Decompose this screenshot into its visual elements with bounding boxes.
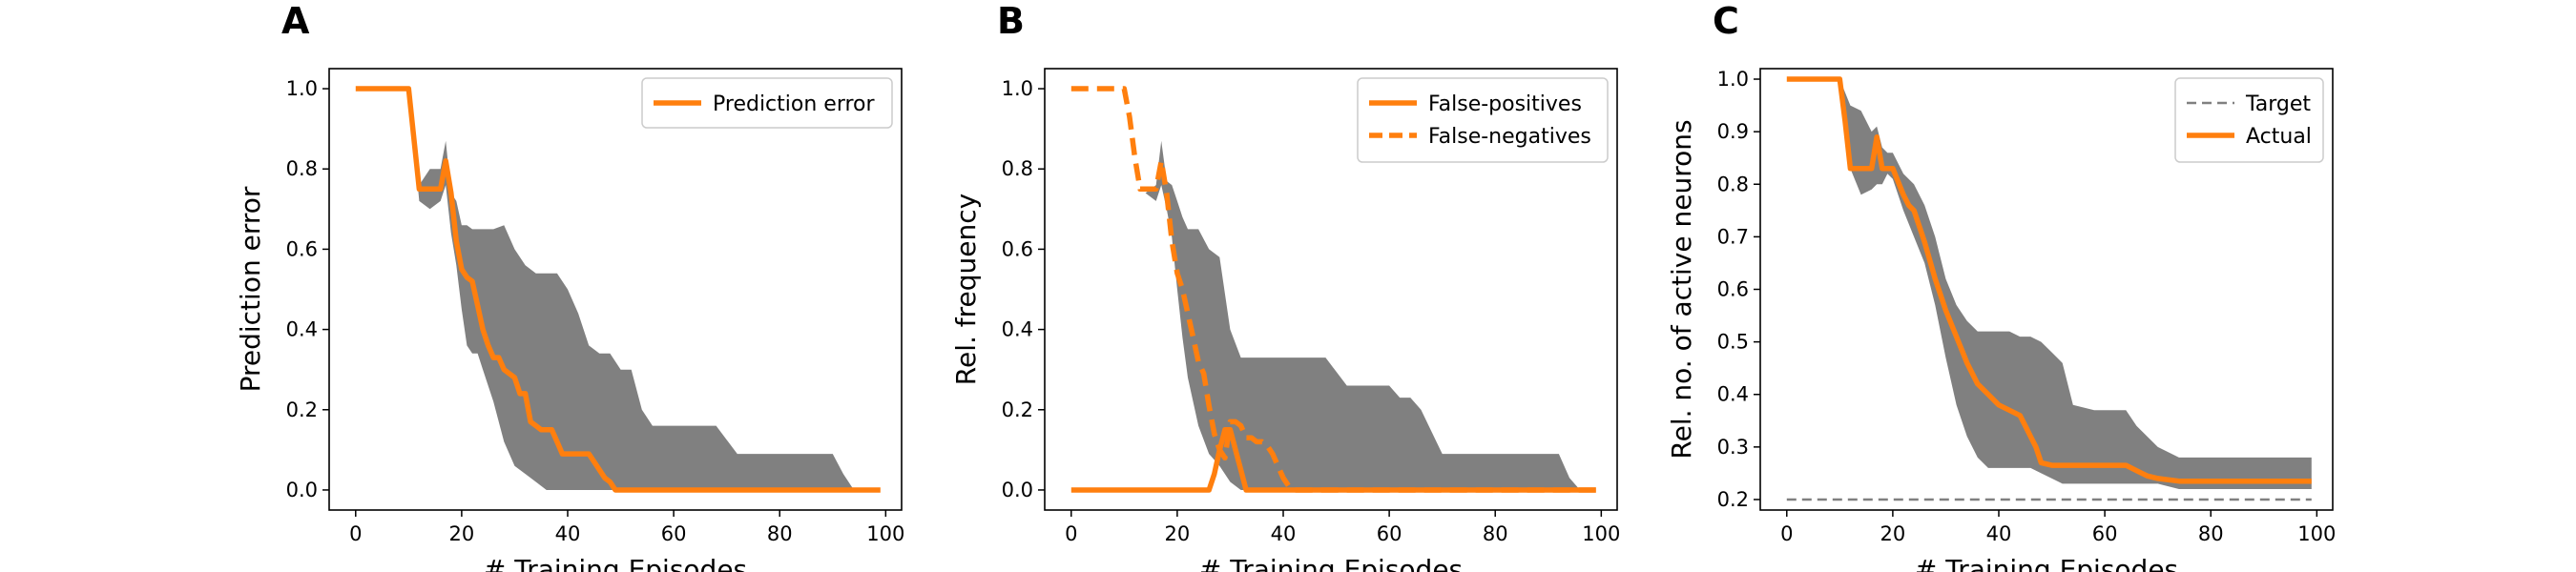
x-tick-label: 60: [661, 522, 687, 545]
legend: Target Actual: [2174, 77, 2324, 163]
panel-letter: C: [1713, 0, 1739, 42]
y-tick-label: 0.9: [1717, 120, 1749, 143]
confidence-band: [1145, 140, 1581, 491]
x-tick-label: 0: [1780, 522, 1793, 545]
y-tick-label: 0.4: [1002, 318, 1033, 341]
x-tick-label: 100: [2297, 522, 2336, 545]
y-tick-label: 0.6: [1002, 237, 1033, 260]
chart-panel-b: B 0 20 40 60 80 100 0.0 0.2 0.4 0.6 0.8 1.0 # Trainin…: [950, 0, 1620, 572]
series-line-1: [1786, 76, 2312, 484]
y-tick-label: 0.8: [1002, 157, 1033, 180]
x-tick-label: 60: [1377, 522, 1402, 545]
y-tick-label: 0.8: [1717, 173, 1749, 195]
y-tick-label: 0.4: [1717, 383, 1749, 406]
legend-label: Actual: [2246, 125, 2312, 149]
chart-panel-c: C 0 20 40 60 80 100 0.2 0.3 0.4 0.5 0.6 0.7 0.8 0.9 1.0…: [1666, 0, 2336, 572]
series-line-0: [355, 86, 881, 493]
legend-box: [2174, 77, 2324, 163]
y-tick-label: 1.0: [1002, 77, 1033, 100]
x-tick-label: 20: [1165, 522, 1191, 545]
axes-frame: [1044, 68, 1618, 511]
chart-panel-a: A 0 20 40 60 80 100 0.0 0.2 0.4 0.6 0.8 1.0 # Trainin…: [235, 0, 904, 572]
y-tick-label: 1.0: [286, 77, 318, 100]
y-tick-label: 0.0: [1002, 479, 1033, 501]
x-tick-label: 0: [1065, 522, 1077, 545]
x-axis-label: # Training Episodes: [484, 554, 747, 572]
series-line-1: [1070, 86, 1596, 493]
y-axis-label: Rel. no. of active neurons: [1666, 119, 1697, 459]
x-tick-label: 80: [1483, 522, 1508, 545]
x-tick-label: 60: [2092, 522, 2118, 545]
y-tick-label: 1.0: [1717, 68, 1749, 91]
x-axis-label: # Training Episodes: [1199, 554, 1463, 572]
y-tick-label: 0.8: [286, 157, 318, 180]
x-tick-label: 0: [349, 522, 362, 545]
confidence-band: [408, 89, 876, 490]
x-tick-label: 40: [1271, 522, 1297, 545]
panel-letter: B: [997, 0, 1025, 42]
legend-box: [641, 77, 893, 129]
legend-label: Prediction error: [713, 92, 875, 116]
axes-frame: [328, 68, 903, 511]
legend-box: [1357, 77, 1609, 163]
y-tick-label: 0.2: [1002, 398, 1033, 421]
y-tick-label: 0.6: [286, 237, 318, 260]
confidence-band: [1839, 79, 2312, 489]
y-tick-label: 0.6: [1717, 278, 1749, 301]
legend-label: Target: [2245, 92, 2311, 116]
y-tick-label: 0.5: [1717, 331, 1749, 354]
legend: False-positives False-negatives: [1357, 77, 1609, 163]
y-axis-label: Prediction error: [235, 186, 266, 392]
x-tick-label: 80: [767, 522, 793, 545]
x-axis-label: # Training Episodes: [1915, 554, 2178, 572]
y-tick-label: 0.2: [1717, 488, 1749, 511]
x-tick-label: 20: [449, 522, 475, 545]
y-tick-label: 0.3: [1717, 436, 1749, 459]
panel-letter: A: [281, 0, 310, 42]
x-tick-label: 100: [1582, 522, 1620, 545]
x-tick-label: 100: [866, 522, 904, 545]
y-tick-label: 0.0: [286, 479, 318, 501]
x-tick-label: 40: [1986, 522, 2012, 545]
y-tick-label: 0.2: [286, 398, 318, 421]
x-tick-label: 20: [1880, 522, 1906, 545]
y-tick-label: 0.7: [1717, 225, 1749, 248]
legend-label: False-positives: [1428, 92, 1582, 116]
y-tick-label: 0.4: [286, 318, 318, 341]
x-tick-label: 40: [555, 522, 581, 545]
legend: Prediction error: [641, 77, 893, 129]
y-axis-label: Rel. frequency: [950, 194, 982, 385]
x-tick-label: 80: [2198, 522, 2224, 545]
legend-label: False-negatives: [1428, 125, 1591, 149]
